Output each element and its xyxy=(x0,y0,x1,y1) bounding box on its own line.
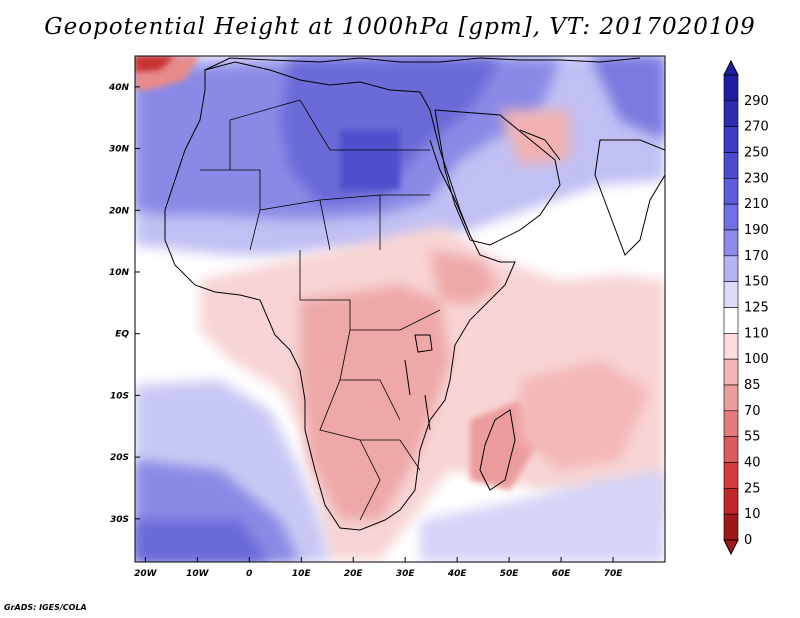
lon-tick-label: 30E xyxy=(396,569,416,579)
india-coastline xyxy=(594,139,665,256)
coastlines xyxy=(164,57,665,531)
colorbar-segment xyxy=(723,178,739,205)
lat-tick-label: 10S xyxy=(110,391,129,401)
colorbar-level-label: 125 xyxy=(744,301,769,316)
colorbar-top-arrow xyxy=(723,59,739,76)
lon-tick-label: 70E xyxy=(604,569,624,579)
colorbar-segment xyxy=(723,281,739,308)
colorbar-segment xyxy=(723,203,739,231)
colorbar-segment xyxy=(723,100,739,127)
lake-victoria xyxy=(414,334,433,353)
colorbar-segment xyxy=(723,488,739,515)
lat-tick-label: 10N xyxy=(109,268,130,278)
colorbar-level-label: 190 xyxy=(744,223,769,238)
latitude-axis: 40N 30N 20N 10N EQ 10S 20S 30S xyxy=(108,83,140,525)
colorbar-level-label: 10 xyxy=(744,507,761,522)
colorbar-segment xyxy=(723,229,739,257)
colorbar-segment xyxy=(723,513,739,541)
field-horn-red xyxy=(430,250,500,305)
colorbar-level-label: 70 xyxy=(744,404,761,419)
colorbar-segment xyxy=(723,410,739,437)
colorbar-bottom-arrow xyxy=(723,539,739,556)
madagascar-coastline xyxy=(479,409,516,491)
field-arabia-pink xyxy=(500,110,570,165)
colorbar-segment xyxy=(723,126,739,153)
colorbar-level-label: 150 xyxy=(744,275,769,290)
field-nw-red-dark xyxy=(135,56,175,72)
red-sea xyxy=(429,139,471,236)
colorbar-segment xyxy=(723,436,739,463)
colorbar-level-label: 270 xyxy=(744,120,769,135)
colorbar: 2902702502302101901701501251101008570554… xyxy=(723,59,769,556)
colorbar-level-label: 100 xyxy=(744,352,769,367)
height-field xyxy=(135,56,665,562)
lat-tick-label: EQ xyxy=(115,330,129,340)
field-central-africa-red xyxy=(300,285,450,520)
africa-coastline xyxy=(164,61,516,531)
lat-tick-label: 20N xyxy=(109,206,130,216)
lat-tick-label: 20S xyxy=(110,453,129,463)
colorbar-segment xyxy=(723,358,739,386)
field-ne-blue xyxy=(590,56,665,140)
lon-tick-label: 40E xyxy=(447,569,468,579)
grads-credit: GrADS: IGES/COLA xyxy=(4,603,87,612)
lon-tick-label: 0 xyxy=(246,569,252,579)
colorbar-level-label: 230 xyxy=(744,171,769,186)
field-indian-ocean-pink xyxy=(520,360,650,470)
lat-tick-label: 30S xyxy=(110,515,129,525)
colorbar-level-label: 0 xyxy=(744,533,752,548)
colorbar-segment xyxy=(723,384,739,412)
colorbar-level-label: 40 xyxy=(744,456,761,471)
colorbar-segment xyxy=(723,74,739,102)
mediterranean-north-coast xyxy=(204,57,641,71)
colorbar-segment xyxy=(723,462,739,489)
lon-tick-label: 20W xyxy=(134,569,158,579)
field-north-blue-core xyxy=(340,130,400,190)
colorbar-level-label: 55 xyxy=(744,430,761,445)
colorbar-level-label: 250 xyxy=(744,146,769,161)
colorbar-segment xyxy=(723,307,739,334)
colorbar-level-label: 290 xyxy=(744,94,769,109)
lat-tick-label: 30N xyxy=(109,145,130,155)
lat-tick-label: 40N xyxy=(108,83,130,93)
field-southern-ocean-blue xyxy=(135,520,270,562)
lon-tick-label: 20E xyxy=(344,569,364,579)
colorbar-segment xyxy=(723,333,739,360)
map-title: Geopotential Height at 1000hPa [gpm], VT… xyxy=(44,14,756,40)
colorbar-level-label: 110 xyxy=(744,326,769,341)
colorbar-segment xyxy=(723,152,739,179)
persian-gulf xyxy=(519,129,561,161)
longitude-axis: 20W 10W 0 10E 20E 30E 40E 50E 60E 70E xyxy=(134,557,623,579)
plot-frame xyxy=(134,55,666,563)
lon-tick-label: 10W xyxy=(186,569,210,579)
colorbar-level-label: 25 xyxy=(744,481,761,496)
field-southern-indian-blue xyxy=(420,470,665,562)
country-borders xyxy=(200,99,441,521)
lon-tick-label: 60E xyxy=(552,569,572,579)
colorbar-level-label: 210 xyxy=(744,197,769,212)
colorbar-level-label: 170 xyxy=(744,249,769,264)
lake-malawi xyxy=(424,394,431,431)
colorbar-level-label: 85 xyxy=(744,378,761,393)
lon-tick-label: 50E xyxy=(500,569,520,579)
lake-tanganyika xyxy=(404,359,411,396)
colorbar-segment xyxy=(723,255,739,282)
lon-tick-label: 10E xyxy=(292,569,312,579)
